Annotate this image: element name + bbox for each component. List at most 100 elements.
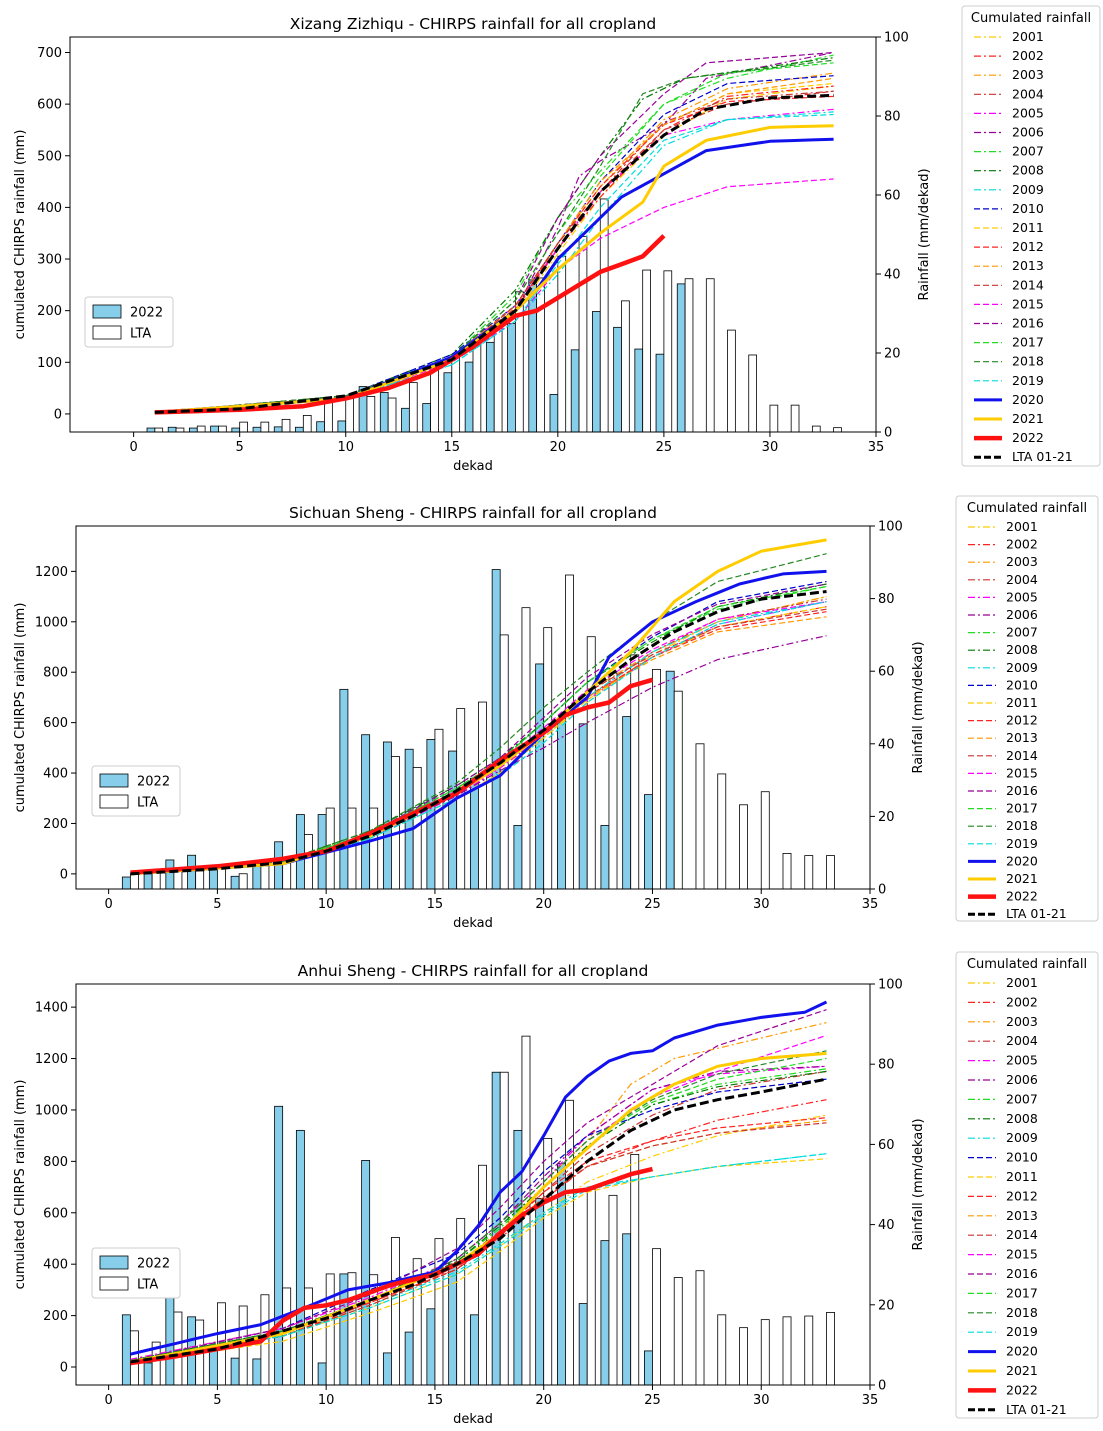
- bar-lta: [239, 421, 248, 432]
- bar-2022: [513, 825, 523, 889]
- bar-2022: [443, 372, 453, 432]
- bar-2022: [665, 670, 675, 889]
- y-tick-label-right: 100: [878, 978, 903, 993]
- y-tick-label-right: 60: [878, 665, 895, 680]
- bar-lta: [642, 269, 651, 432]
- series-group: [130, 1000, 828, 1366]
- bar-legend-box: [91, 1247, 181, 1299]
- bar-legend-label: LTA: [130, 327, 151, 342]
- bar-2022: [422, 403, 431, 432]
- series-legend-label: 2004: [1006, 1033, 1038, 1048]
- bar-lta: [196, 425, 206, 432]
- bar-2022: [448, 750, 458, 889]
- bar-2022: [252, 1358, 262, 1385]
- y-tick-label-left: 0: [60, 1361, 68, 1376]
- bar-legend-swatch-lta: [99, 794, 129, 809]
- bar-lta: [325, 1273, 335, 1385]
- bar-lta: [430, 368, 439, 432]
- bar-2022: [634, 348, 644, 432]
- bar-group: [121, 1035, 835, 1385]
- bar-lta: [717, 773, 727, 889]
- y-tick-label-left: 200: [43, 817, 68, 832]
- bar-lta: [608, 672, 618, 889]
- bar-2022: [189, 427, 198, 432]
- series-legend-label: 2022: [1006, 889, 1038, 904]
- series-legend-label: 2004: [1012, 86, 1044, 101]
- series-legend-label: 2022: [1006, 1382, 1038, 1397]
- bar-2022: [622, 716, 632, 889]
- x-tick-label: 35: [868, 440, 885, 455]
- bar-lta: [811, 425, 821, 432]
- y-tick-label-left: 700: [37, 46, 62, 61]
- series-legend-label: 2021: [1006, 871, 1038, 886]
- x-tick-label: 25: [644, 1393, 661, 1408]
- bar-2022: [464, 361, 474, 432]
- series-legend-label: 2016: [1006, 783, 1038, 798]
- series-legend-label: 2017: [1006, 801, 1038, 816]
- y-tick-label-right: 100: [884, 31, 909, 46]
- bar-lta: [478, 701, 487, 889]
- series-legend-label: 2011: [1012, 220, 1044, 235]
- bar-2022: [507, 322, 516, 432]
- x-tick-label: 5: [213, 1393, 221, 1408]
- series-legend-label: 2009: [1012, 182, 1044, 197]
- series-line-2009: [154, 111, 834, 413]
- series-legend-label: LTA 01-21: [1012, 449, 1073, 464]
- series-legend-label: 2020: [1006, 1344, 1038, 1359]
- x-tick-label: 30: [753, 1393, 770, 1408]
- y-tick-label-right: 80: [878, 592, 895, 607]
- bar-lta: [684, 278, 694, 432]
- y-tick-label-left: 600: [43, 1206, 68, 1221]
- bar-lta: [717, 1314, 727, 1385]
- bar-legend-label: 2022: [130, 306, 163, 321]
- bar-lta: [695, 743, 705, 889]
- series-legend-label: 2005: [1012, 105, 1044, 120]
- bar-lta: [804, 855, 814, 889]
- bar-lta: [760, 1319, 770, 1385]
- series-legend-label: 2002: [1012, 48, 1044, 63]
- bar-2022: [469, 1314, 479, 1385]
- bar-2022: [210, 425, 219, 432]
- series-line-2022: [130, 677, 654, 875]
- series-legend-label: 2011: [1006, 695, 1038, 710]
- plot-frame: [75, 525, 871, 890]
- bar-2022: [401, 407, 410, 432]
- series-legend-label: 2007: [1006, 625, 1038, 640]
- y-tick-label-right: 20: [884, 347, 901, 362]
- series-line-2001: [154, 85, 834, 413]
- bar-lta: [760, 791, 770, 889]
- y-tick-label-left: 100: [37, 356, 62, 371]
- bar-2022: [644, 794, 653, 889]
- y-tick-label-left: 200: [43, 1309, 68, 1324]
- bar-lta: [472, 338, 482, 432]
- series-legend-label: 2022: [1012, 430, 1044, 445]
- bar-lta: [347, 807, 357, 889]
- bar-lta: [173, 869, 183, 889]
- series-line-2004: [130, 1070, 827, 1362]
- series-legend-label: 2013: [1012, 258, 1044, 273]
- bar-lta: [586, 1188, 596, 1385]
- series-line-2008: [130, 1070, 827, 1362]
- bar-legend-box: [84, 296, 174, 348]
- x-tick-label: 35: [862, 1393, 879, 1408]
- y-tick-label-left: 1000: [35, 1103, 68, 1118]
- y-axis-label-left: cumulated CHIRPS rainfall (mm): [13, 130, 28, 340]
- y-tick-label-right: 20: [878, 810, 895, 825]
- series-legend-label: 2012: [1006, 1188, 1038, 1203]
- series-line-2007: [154, 54, 834, 413]
- bar-legend: 2022 LTA: [91, 765, 181, 817]
- series-legend-label: 2016: [1012, 316, 1044, 331]
- bar-lta: [154, 427, 164, 432]
- series-legend-label: 2019: [1006, 836, 1038, 851]
- series-legend-label: 2021: [1012, 411, 1044, 426]
- bar-lta: [151, 872, 161, 889]
- series-line-2017: [130, 585, 827, 875]
- bar-lta: [748, 354, 757, 432]
- chart-title: Anhui Sheng - CHIRPS rainfall for all cr…: [298, 962, 649, 980]
- series-group: [130, 538, 827, 876]
- x-tick-label: 20: [550, 440, 567, 455]
- series-legend-label: 2005: [1006, 1053, 1038, 1068]
- chart-panel-3: 0 5 10 15 20 25 30 3502004006008001000120014000…: [13, 951, 1099, 1427]
- y-axis-label-left: cumulated CHIRPS rainfall (mm): [13, 603, 28, 813]
- bar-2022: [187, 854, 197, 889]
